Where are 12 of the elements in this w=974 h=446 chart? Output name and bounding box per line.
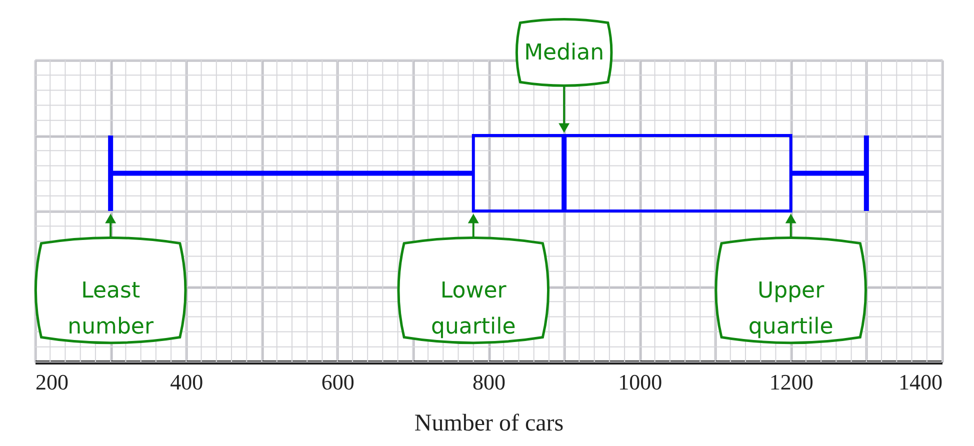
annotation: Least number: [68, 278, 154, 340]
annotation: Upper quartile: [748, 278, 834, 340]
x-axis-title: Number of cars: [414, 410, 564, 436]
x-tick-label: 800: [472, 370, 506, 394]
x-tick-label: 200: [36, 370, 68, 394]
annotation: Lower quartile: [430, 278, 516, 340]
annotation: Median: [524, 40, 604, 66]
x-tick-label: 1400: [898, 370, 942, 394]
x-tick-label: 1200: [769, 370, 814, 394]
x-tick-label: 400: [170, 370, 204, 394]
x-tick-label: 600: [321, 370, 354, 394]
x-tick-label: 1000: [618, 370, 662, 394]
